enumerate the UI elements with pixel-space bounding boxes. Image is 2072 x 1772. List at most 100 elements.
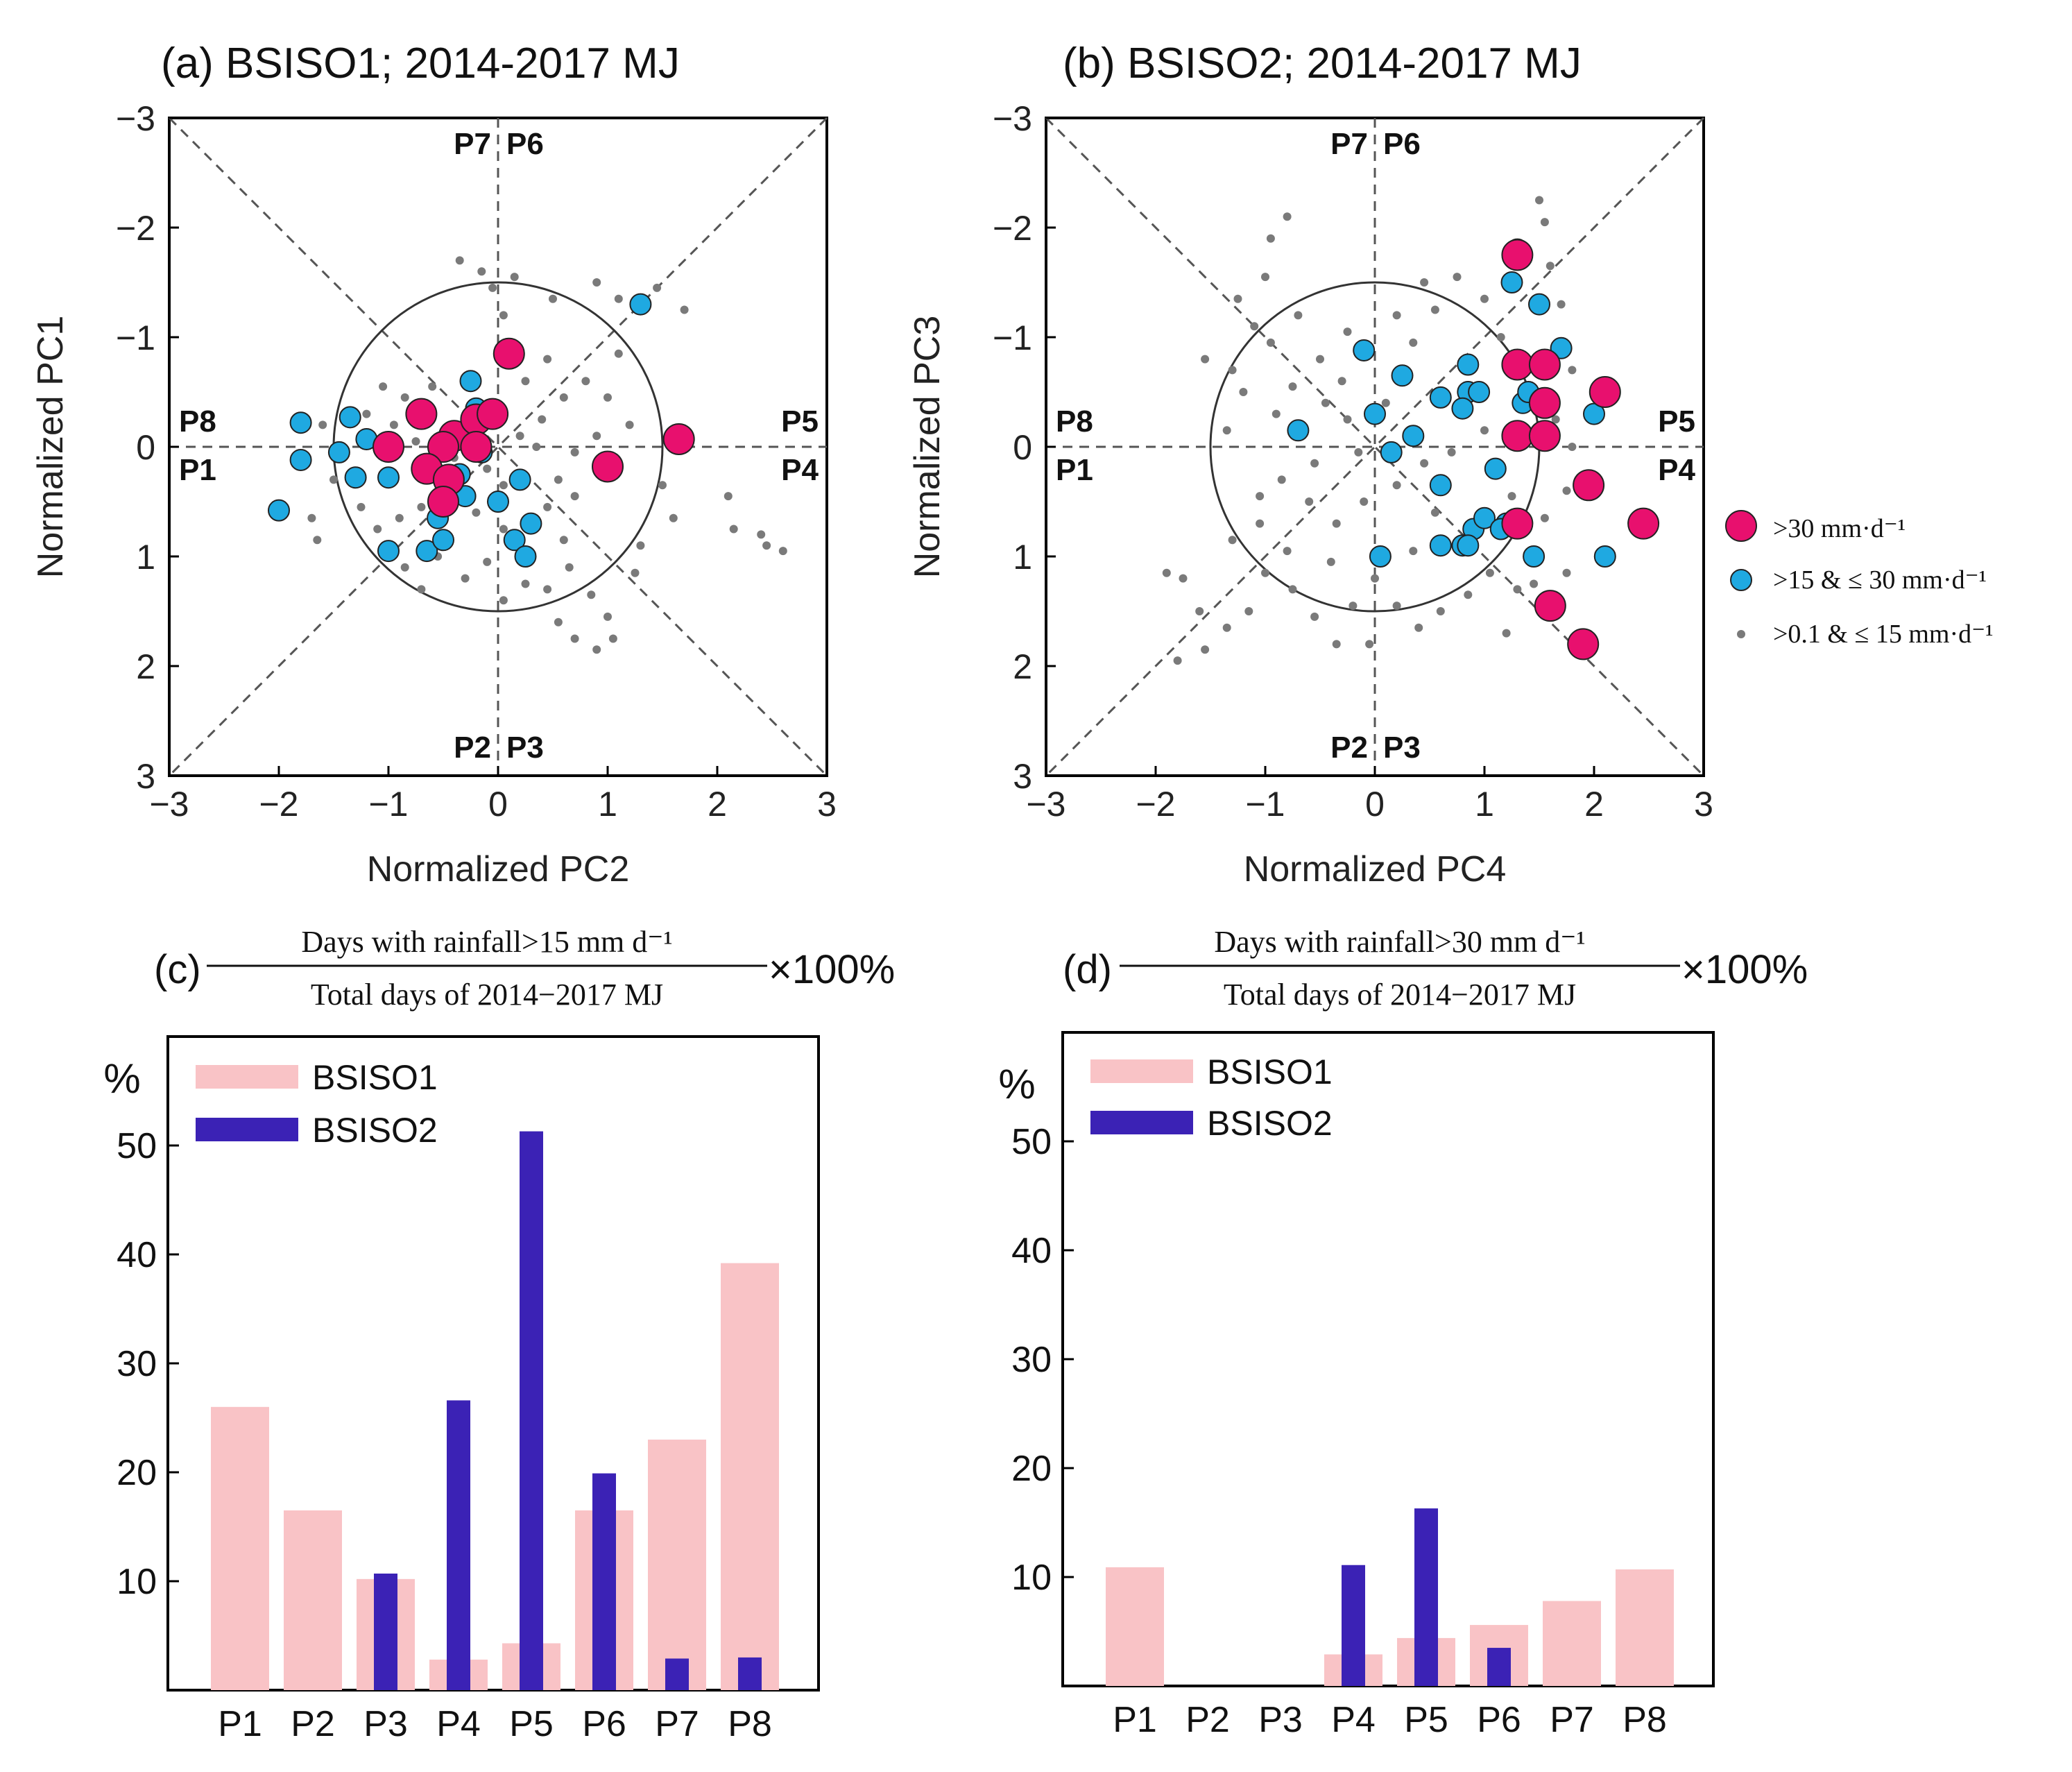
point-moderate-a-8: [377, 540, 400, 563]
xtick-label-c-p7: P7: [655, 1704, 699, 1744]
point-light-b-0: [1283, 212, 1292, 221]
panel-d-denominator: Total days of 2014−2017 MJ: [1224, 978, 1576, 1012]
point-light-b-55: [1222, 623, 1231, 632]
point-moderate-b-23: [1451, 397, 1474, 420]
point-strong-b-5: [1528, 420, 1561, 452]
xtick-label-c-p3: P3: [363, 1704, 408, 1744]
xtick-label-a-0: −3: [149, 785, 189, 824]
bar-bsiso2-d-p6: [1487, 1648, 1511, 1686]
bar-bsiso1-d-p1: [1106, 1567, 1164, 1686]
bar-bsiso1-d-p7: [1543, 1601, 1601, 1686]
point-light-a-32: [614, 349, 623, 358]
xtick-label-d-p7: P7: [1550, 1700, 1594, 1740]
point-light-a-27: [762, 541, 771, 550]
panel-c-legend-bsiso2-swatch: [196, 1118, 298, 1141]
point-light-b-72: [1365, 640, 1374, 649]
panel-a-title: (a) BSISO1; 2014-2017 MJ: [161, 40, 680, 87]
bar-bsiso2-d-p5: [1414, 1508, 1438, 1686]
point-moderate-b-25: [1429, 474, 1452, 497]
point-light-b-29: [1496, 333, 1505, 341]
point-light-a-37: [543, 502, 552, 511]
bar-bsiso1-c-p1: [211, 1406, 269, 1690]
ytick-label-b-6: 3: [1013, 757, 1032, 796]
panel-d-legend-bsiso2-swatch: [1090, 1111, 1193, 1134]
point-light-b-69: [1381, 398, 1390, 407]
point-light-a-38: [570, 492, 579, 501]
ytick-label-d-0: 10: [1011, 1558, 1052, 1598]
point-light-b-32: [1535, 196, 1543, 205]
point-light-b-67: [1222, 426, 1231, 435]
ytick-label-d-2: 30: [1011, 1340, 1052, 1380]
point-light-a-14: [587, 590, 596, 599]
point-light-b-41: [1513, 585, 1522, 594]
point-light-b-46: [1414, 623, 1423, 632]
phase-label-a-p2: P2: [454, 731, 491, 765]
point-light-a-23: [724, 492, 733, 501]
point-light-a-19: [554, 617, 563, 627]
point-strong-a-5: [460, 431, 493, 463]
point-light-a-47: [477, 267, 486, 276]
point-moderate-b-2: [1528, 293, 1550, 316]
panel-b-diagonal-1: [1045, 117, 1705, 777]
point-light-b-20: [1360, 497, 1369, 506]
xtick-label-a-3: 0: [488, 785, 508, 824]
point-strong-a-4: [477, 398, 509, 430]
bar-bsiso2-c-p8: [738, 1657, 762, 1690]
scatter-legend: >30 mm·d⁻¹ >15 & ≤ 30 mm·d⁻¹ >0.1 & ≤ 15…: [1725, 510, 1994, 649]
panel-d-numerator: Days with rainfall>30 mm d⁻¹: [1214, 925, 1585, 959]
point-strong-b-3: [1528, 386, 1561, 419]
point-light-a-30: [581, 377, 590, 386]
point-light-a-41: [521, 377, 530, 386]
panel-c-legend-bsiso1-label: BSISO1: [312, 1058, 438, 1097]
point-light-b-10: [1239, 388, 1248, 396]
point-light-b-44: [1464, 590, 1473, 599]
point-moderate-b-1: [1500, 271, 1523, 293]
point-light-a-44: [499, 311, 508, 320]
point-light-a-43: [543, 355, 552, 364]
point-strong-b-6: [1589, 376, 1621, 408]
ytick-label-a-5: 2: [136, 647, 155, 686]
point-light-b-17: [1277, 475, 1286, 484]
ytick-label-b-5: 2: [1013, 647, 1032, 686]
point-light-b-21: [1392, 481, 1401, 490]
panel-a-scatter: (a) BSISO1; 2014-2017 MJ P7 P6 P8 P1 P5 …: [31, 40, 837, 889]
bar-bsiso1-c-p8: [721, 1263, 779, 1690]
point-light-b-39: [1530, 579, 1539, 588]
point-light-b-35: [1551, 415, 1560, 424]
point-light-b-63: [1283, 547, 1292, 556]
point-light-b-6: [1294, 311, 1303, 320]
point-light-a-25: [757, 530, 766, 539]
point-strong-a-6: [427, 431, 459, 463]
point-light-a-21: [669, 513, 678, 522]
ytick-label-a-1: −2: [116, 209, 155, 248]
point-moderate-a-16: [487, 491, 509, 513]
point-light-a-2: [357, 502, 366, 511]
point-moderate-a-1: [289, 411, 312, 434]
point-light-b-9: [1201, 355, 1210, 364]
point-light-a-3: [373, 525, 382, 534]
point-light-a-4: [395, 513, 404, 522]
point-strong-b-1: [1501, 348, 1534, 381]
point-light-b-13: [1337, 377, 1346, 386]
phase-label-a-p8: P8: [179, 404, 216, 438]
point-light-a-40: [515, 432, 524, 441]
point-strong-a-12: [662, 423, 695, 455]
point-moderate-a-20: [514, 545, 537, 568]
xtick-label-d-p5: P5: [1404, 1700, 1448, 1740]
point-moderate-b-9: [1523, 545, 1546, 568]
point-light-b-5: [1266, 338, 1275, 347]
panel-b-title: (b) BSISO2; 2014-2017 MJ: [1063, 40, 1582, 87]
point-light-b-40: [1562, 568, 1571, 577]
legend-strong-marker: [1725, 510, 1757, 542]
point-light-b-45: [1436, 607, 1445, 615]
point-light-a-67: [313, 536, 322, 545]
panel-c-axis: 10 20 30 40 50 P1 P2 P3 P4 P5 P6 P7 P8: [117, 1126, 772, 1744]
point-light-b-70: [1480, 426, 1489, 435]
point-light-a-53: [680, 305, 689, 314]
point-moderate-b-16: [1391, 364, 1414, 387]
xtick-label-d-p2: P2: [1185, 1700, 1230, 1740]
xtick-label-c-p8: P8: [728, 1704, 772, 1744]
point-moderate-a-7: [377, 466, 400, 489]
phase-label-b-p6: P6: [1383, 127, 1421, 161]
